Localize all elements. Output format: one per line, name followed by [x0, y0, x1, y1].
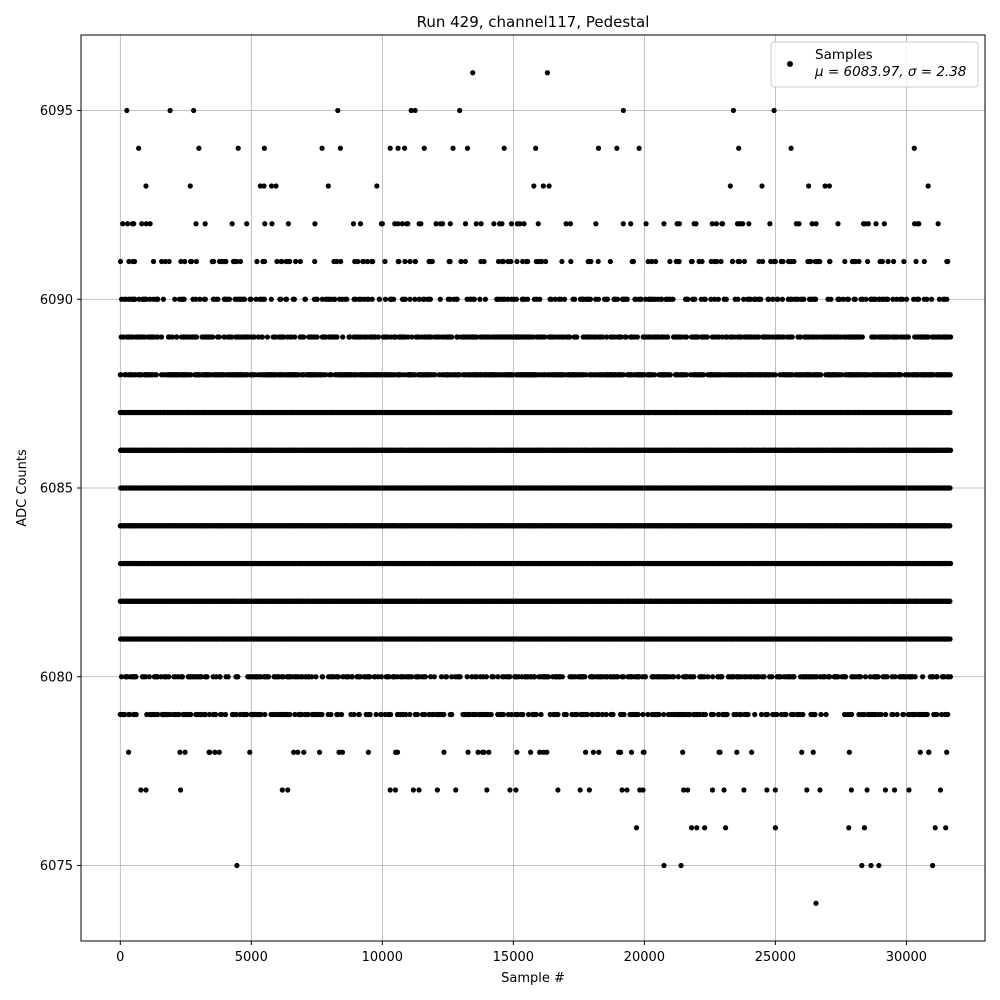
data-point — [948, 560, 954, 567]
data-points — [117, 70, 954, 906]
data-point — [947, 598, 953, 604]
data-point — [947, 636, 953, 642]
data-point — [947, 485, 953, 491]
data-point — [947, 523, 953, 529]
